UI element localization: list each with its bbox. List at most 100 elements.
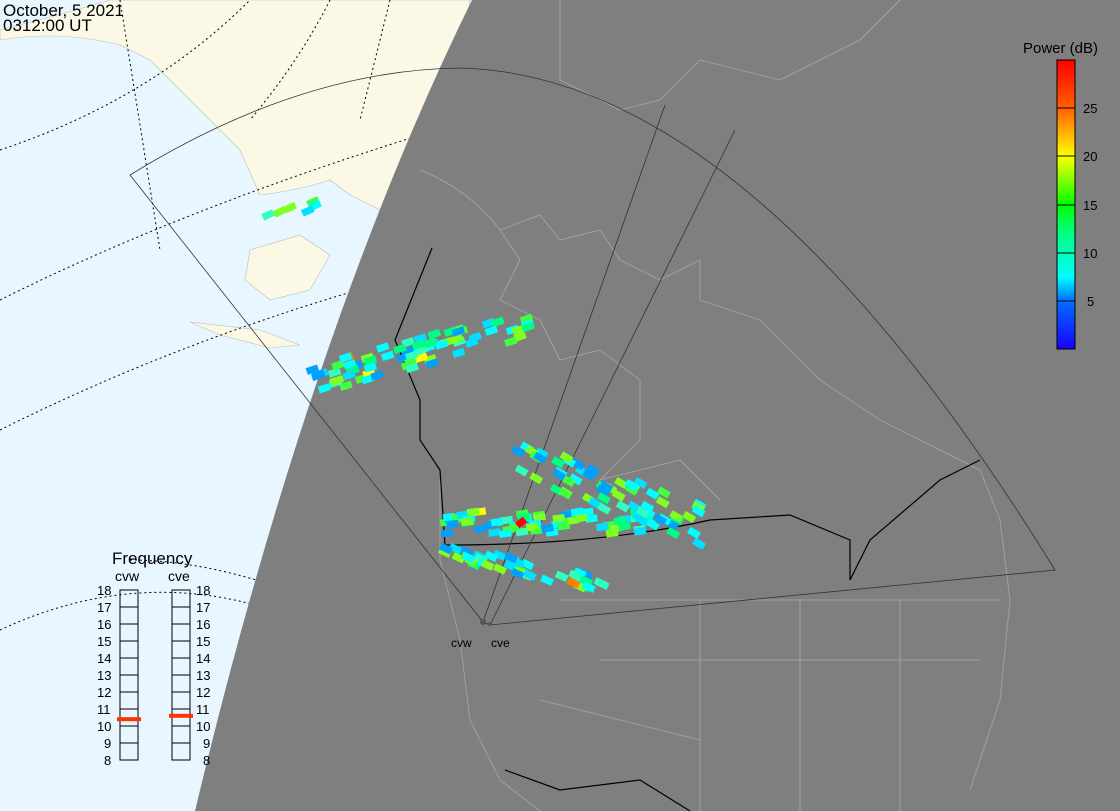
- echo-cell: [580, 507, 594, 517]
- echo-cell: [533, 451, 547, 464]
- echo-cell: [514, 464, 529, 477]
- echo-cell: [363, 362, 378, 373]
- echo-cell: [599, 480, 614, 493]
- frequency-level-label-left: 11: [97, 702, 111, 717]
- frequency-level-label-left: 16: [97, 617, 112, 632]
- echo-cell: [449, 333, 464, 345]
- echo-cell: [488, 528, 501, 537]
- echo-cell: [466, 507, 480, 517]
- echo-cell: [645, 487, 660, 500]
- echo-cell: [327, 367, 342, 378]
- colorbar-tick: 10: [1083, 246, 1098, 261]
- echo-cell: [330, 374, 345, 386]
- echo-cell: [342, 369, 356, 381]
- echo-cell: [656, 486, 671, 499]
- echo-cell: [692, 537, 706, 550]
- echo-cell: [498, 529, 512, 538]
- frequency-title: Frequency: [112, 549, 193, 568]
- echo-cell: [570, 507, 584, 517]
- frequency-level-label-left: 8: [104, 753, 112, 768]
- echo-cell: [653, 513, 668, 526]
- echo-cell: [566, 577, 581, 589]
- echo-cell: [558, 487, 573, 500]
- frequency-level-label-left: 9: [104, 736, 112, 751]
- echo-cell: [438, 542, 453, 555]
- echo-cell: [511, 445, 526, 458]
- frequency-cell: [119, 742, 139, 761]
- frequency-cell: [119, 674, 139, 693]
- radar-label-cve: cve: [491, 636, 510, 650]
- echo-cell: [584, 514, 598, 523]
- echo-cell: [491, 316, 505, 328]
- borders: [394, 247, 981, 811]
- frequency-cell: [119, 623, 139, 642]
- frequency-level-label-right: 9: [203, 736, 211, 751]
- time-label: 0312:00 UT: [3, 16, 92, 35]
- echo-cell: [342, 359, 357, 370]
- frequency-level-label-right: 8: [203, 753, 211, 768]
- echo-cell: [666, 527, 681, 540]
- echo-cell: [597, 502, 612, 515]
- echo-cell: [572, 567, 587, 579]
- echo-cell: [596, 492, 611, 505]
- land-alaska: [0, 0, 471, 349]
- frequency-cell: [171, 623, 191, 642]
- colorbar-tick: 15: [1083, 198, 1098, 213]
- echo-cell: [615, 500, 630, 513]
- echo-cell: [510, 567, 525, 580]
- echo-cell: [611, 489, 626, 502]
- echo-cell: [484, 325, 499, 336]
- echo-cell: [300, 205, 315, 217]
- frequency-radar-label-cvw: cvw: [115, 568, 140, 584]
- colorbar-tick: 20: [1083, 149, 1098, 164]
- echo-cell: [451, 326, 466, 337]
- echo-cell: [460, 517, 474, 526]
- echo-cell: [380, 350, 395, 362]
- echo-cell: [468, 332, 483, 343]
- echo-cell: [311, 369, 326, 380]
- echo-cell: [339, 380, 353, 391]
- echo-cell: [492, 549, 507, 561]
- echo-cell: [451, 347, 466, 359]
- frequency-cell: [119, 606, 139, 625]
- echo-cell: [393, 343, 407, 355]
- frequency-cell: [119, 589, 139, 608]
- frequency-cell: [171, 691, 191, 710]
- frequency-radar-label-cve: cve: [168, 568, 190, 584]
- echo-cells: [261, 196, 707, 593]
- echo-cell: [554, 570, 569, 583]
- frequency-cell: [119, 657, 139, 676]
- echo-cell: [370, 370, 384, 381]
- coastlines: [419, 0, 1011, 811]
- echo-cell: [691, 505, 706, 518]
- echo-cell: [596, 484, 610, 497]
- echo-cell: [473, 524, 487, 534]
- frequency-level-label-right: 10: [196, 719, 211, 734]
- night-shading: [195, 0, 1120, 811]
- echo-cell: [552, 468, 567, 481]
- radar-label-cvw: cvw: [451, 636, 472, 650]
- echo-cell: [561, 475, 576, 488]
- echo-cell: [605, 529, 619, 538]
- echo-cell: [484, 550, 499, 563]
- echo-cell: [624, 479, 639, 492]
- frequency-level-label-right: 18: [196, 583, 211, 598]
- frequency-level-label-left: 12: [97, 685, 112, 700]
- radar-site-cve: [488, 622, 492, 626]
- echo-cell: [480, 559, 495, 571]
- echo-cell: [413, 333, 428, 344]
- frequency-marker-cve: [169, 713, 193, 718]
- echo-cell: [401, 346, 415, 357]
- frequency-level-label-left: 13: [97, 668, 112, 683]
- echo-cell: [451, 552, 466, 564]
- echo-cell: [493, 563, 507, 575]
- echo-cell: [618, 522, 631, 531]
- echo-cell: [522, 569, 537, 581]
- frequency-cell: [171, 606, 191, 625]
- echo-cell: [635, 506, 650, 519]
- echo-cell: [595, 578, 610, 590]
- date-label: October, 5 2021: [3, 1, 124, 20]
- echo-cell: [687, 526, 701, 539]
- echo-cell: [534, 447, 549, 460]
